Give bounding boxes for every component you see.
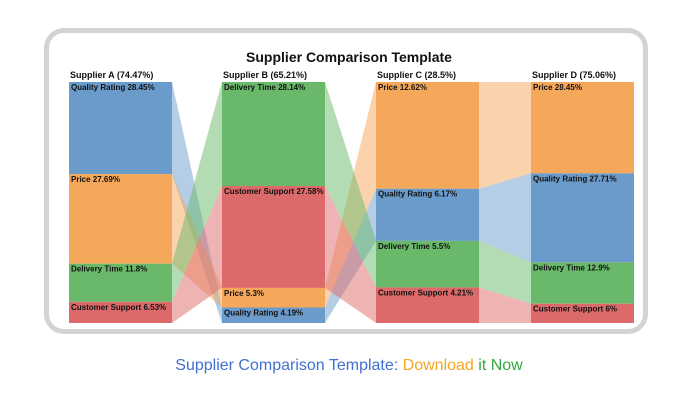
bar-supplier-a-customer-support <box>69 301 172 323</box>
bar-supplier-b-price <box>222 287 325 308</box>
supplier-header-supplier-b: Supplier B (65.21%) <box>223 70 307 80</box>
caption-it: it <box>473 357 491 374</box>
supplier-header-supplier-d: Supplier D (75.06%) <box>532 70 616 80</box>
bar-supplier-a-price <box>69 174 172 264</box>
bar-supplier-d-quality-rating <box>531 173 634 263</box>
label-supplier-c-customer-support: Customer Support 4.21% <box>378 288 473 297</box>
bar-supplier-d-delivery-time <box>531 262 634 304</box>
ribbon-delivery-time-2 <box>325 82 376 288</box>
bar-supplier-b-delivery-time <box>222 82 325 186</box>
label-supplier-d-quality-rating: Quality Rating 27.71% <box>533 174 617 183</box>
label-supplier-a-delivery-time: Delivery Time 11.8% <box>71 265 147 274</box>
now-link[interactable]: Now <box>490 357 523 374</box>
ribbon-customer-support-2 <box>325 185 376 323</box>
bar-supplier-d-price <box>531 82 634 174</box>
label-supplier-b-price: Price 5.3% <box>224 289 264 298</box>
label-supplier-a-customer-support: Customer Support 6.53% <box>71 303 166 312</box>
label-supplier-b-delivery-time: Delivery Time 28.14% <box>224 83 305 92</box>
label-supplier-d-price: Price 28.45% <box>533 83 582 92</box>
ribbon-delivery-time-1 <box>172 82 222 302</box>
caption: Supplier Comparison Template: Download i… <box>0 357 698 375</box>
label-supplier-a-quality-rating: Quality Rating 28.45% <box>71 83 155 92</box>
label-supplier-a-price: Price 27.69% <box>71 175 120 184</box>
label-supplier-c-delivery-time: Delivery Time 5.5% <box>378 242 450 251</box>
ribbon-delivery-time-3 <box>479 240 531 304</box>
label-supplier-b-quality-rating: Quality Rating 4.19% <box>224 309 303 318</box>
bar-supplier-c-quality-rating <box>376 188 479 241</box>
bar-supplier-a-delivery-time <box>69 263 172 302</box>
label-supplier-b-customer-support: Customer Support 27.58% <box>224 187 324 196</box>
bar-supplier-b-quality-rating <box>222 307 325 323</box>
bar-supplier-c-customer-support <box>376 287 479 323</box>
label-supplier-d-delivery-time: Delivery Time 12.9% <box>533 263 610 272</box>
bar-supplier-b-customer-support <box>222 185 325 288</box>
supplier-header-supplier-a: Supplier A (74.47%) <box>70 70 153 80</box>
label-supplier-c-price: Price 12.62% <box>378 83 427 92</box>
bar-supplier-d-customer-support <box>531 303 634 323</box>
caption-title: Supplier Comparison Template: <box>175 357 403 374</box>
ribbon-quality-rating-3 <box>479 173 531 263</box>
chart-title: Supplier Comparison Template <box>246 49 452 65</box>
ribbon-customer-support-3 <box>479 287 531 323</box>
download-link[interactable]: Download <box>402 357 474 374</box>
label-supplier-d-customer-support: Customer Support 6% <box>533 305 617 314</box>
ribbon-customer-support-1 <box>172 185 222 323</box>
bar-supplier-c-price <box>376 82 479 189</box>
bar-supplier-c-delivery-time <box>376 240 479 288</box>
bar-supplier-a-quality-rating <box>69 82 172 175</box>
supplier-header-supplier-c: Supplier C (28.5%) <box>377 70 456 80</box>
label-supplier-c-quality-rating: Quality Rating 6.17% <box>378 190 457 199</box>
ribbon-price-3 <box>479 82 531 189</box>
